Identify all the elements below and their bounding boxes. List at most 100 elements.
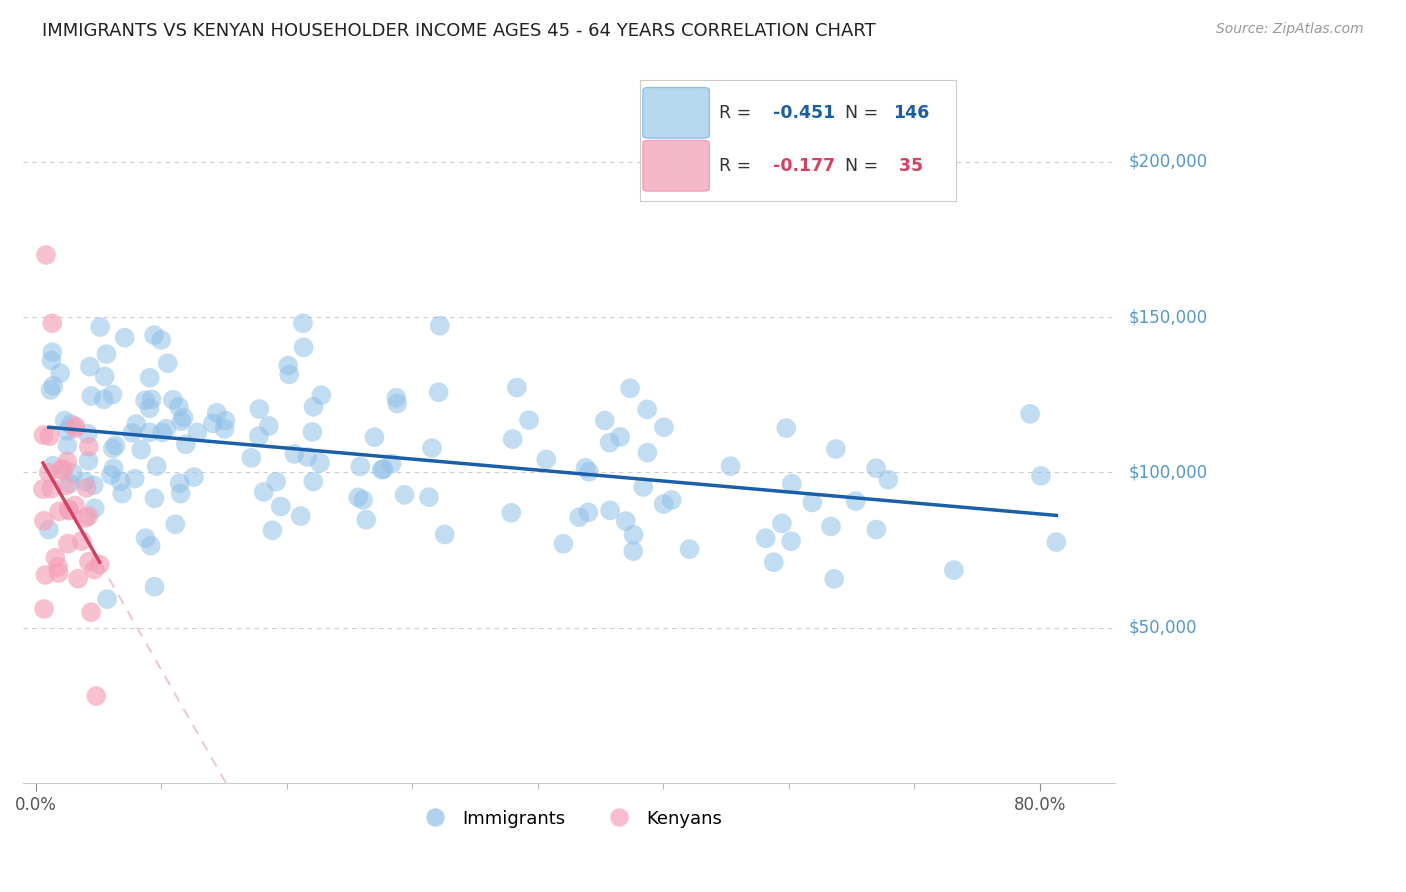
Point [38, 429, 60, 443]
Point [75, 481, 97, 495]
Point [162, 392, 184, 407]
Point [101, 442, 124, 456]
Point [205, 406, 228, 420]
Point [80, 605, 103, 619]
Point [56, 536, 79, 550]
Point [1019, 407, 1042, 421]
Point [103, 461, 125, 475]
Text: Source: ZipAtlas.com: Source: ZipAtlas.com [1216, 22, 1364, 37]
Point [262, 524, 284, 538]
Point [433, 527, 456, 541]
Point [302, 400, 325, 414]
Point [270, 500, 292, 514]
Point [201, 417, 224, 431]
Point [174, 437, 197, 451]
Point [134, 531, 156, 545]
Text: $200,000: $200,000 [1129, 153, 1208, 170]
Point [599, 503, 621, 517]
Point [93, 392, 115, 407]
Text: $150,000: $150,000 [1129, 308, 1208, 326]
Point [56, 424, 79, 438]
Point [278, 368, 301, 382]
Point [593, 413, 616, 427]
Text: IMMIGRANTS VS KENYAN HOUSEHOLDER INCOME AGES 45 - 64 YEARS CORRELATION CHART: IMMIGRANTS VS KENYAN HOUSEHOLDER INCOME … [42, 22, 876, 40]
Point [49, 366, 72, 380]
Point [42, 458, 65, 473]
Point [32, 514, 55, 528]
Point [385, 396, 408, 410]
Point [292, 340, 315, 354]
Point [139, 539, 162, 553]
Point [636, 445, 658, 459]
Point [80, 389, 103, 403]
Point [770, 516, 793, 531]
Point [1045, 535, 1067, 549]
Point [41, 316, 63, 330]
Point [134, 393, 156, 408]
Point [762, 555, 785, 569]
Point [143, 328, 166, 343]
Point [55, 478, 77, 492]
Point [942, 563, 965, 577]
Point [59, 417, 82, 432]
Point [89, 320, 111, 334]
Point [823, 572, 845, 586]
Point [100, 467, 122, 482]
Point [633, 480, 655, 494]
Point [58, 502, 80, 516]
Point [173, 410, 195, 425]
Point [73, 475, 96, 489]
Point [240, 450, 263, 465]
Point [1029, 468, 1052, 483]
Point [420, 441, 443, 455]
Text: R =: R = [718, 157, 756, 175]
Point [820, 519, 842, 533]
Point [38, 523, 60, 537]
Point [283, 447, 305, 461]
Point [775, 421, 797, 435]
Point [101, 387, 124, 401]
Point [93, 369, 115, 384]
Point [574, 461, 596, 475]
Point [38, 466, 60, 480]
FancyBboxPatch shape [643, 87, 710, 138]
Point [89, 558, 111, 572]
Point [32, 482, 55, 496]
Point [56, 454, 79, 468]
Point [77, 555, 100, 569]
Point [83, 501, 105, 516]
Point [349, 459, 371, 474]
Point [150, 333, 173, 347]
Point [42, 379, 65, 393]
Point [104, 438, 127, 452]
Point [553, 537, 575, 551]
Point [865, 461, 887, 475]
Point [83, 478, 105, 492]
Point [65, 421, 87, 435]
Point [96, 347, 118, 361]
Point [354, 513, 377, 527]
Point [56, 438, 79, 452]
Point [111, 486, 134, 500]
Point [845, 494, 868, 508]
Legend: Immigrants, Kenyans: Immigrants, Kenyans [409, 802, 730, 835]
Point [143, 580, 166, 594]
Point [302, 475, 325, 489]
Point [125, 417, 148, 431]
Point [129, 442, 152, 457]
Point [121, 425, 143, 440]
Point [138, 370, 160, 384]
Point [609, 430, 631, 444]
Point [257, 418, 280, 433]
Text: -0.451: -0.451 [773, 103, 835, 122]
Point [96, 592, 118, 607]
Point [114, 331, 136, 345]
Point [501, 506, 523, 520]
Point [824, 442, 846, 456]
Text: -0.177: -0.177 [773, 157, 835, 175]
Point [138, 401, 160, 416]
Point [165, 517, 187, 532]
Point [427, 385, 450, 400]
Point [169, 486, 191, 500]
Point [370, 463, 392, 477]
